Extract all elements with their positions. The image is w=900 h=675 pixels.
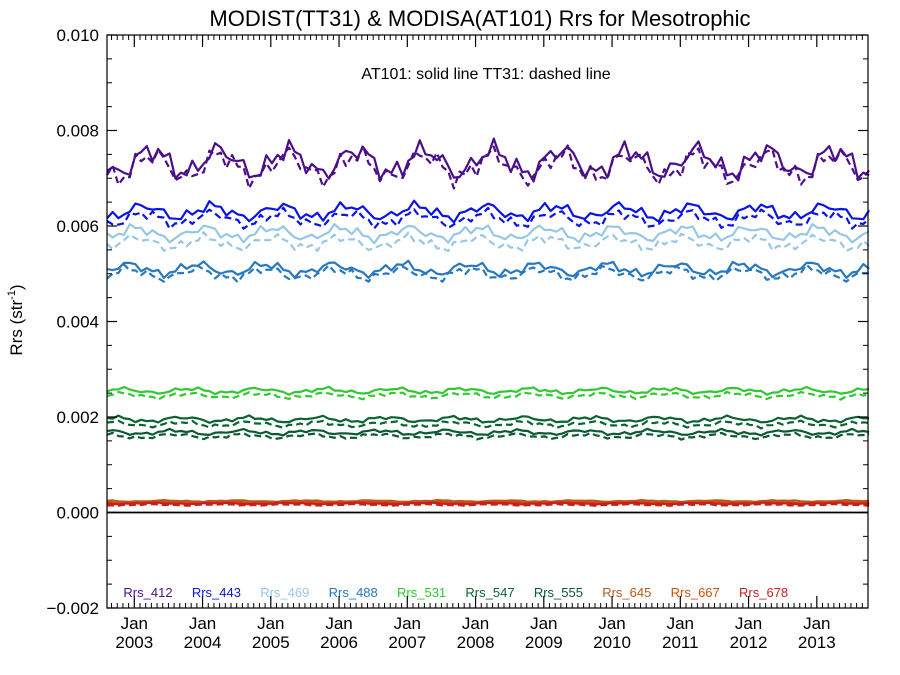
x-tick-month-label: Jan xyxy=(462,614,489,633)
plot-frame xyxy=(106,34,869,609)
legend-rrs-443: Rrs_443 xyxy=(192,585,241,600)
x-tick-year-label: 2010 xyxy=(593,633,631,652)
x-tick-month-label: Jan xyxy=(803,614,830,633)
y-tick-label: 0.006 xyxy=(56,217,99,236)
series-layer xyxy=(106,137,871,507)
series-rrs-678-solid-line xyxy=(106,501,870,506)
y-axis-label: Rrs (str-1) xyxy=(6,284,26,355)
y-tick-label: 0.000 xyxy=(56,504,99,523)
x-tick-month-label: Jan xyxy=(530,614,557,633)
legend-rrs-412: Rrs_412 xyxy=(123,585,172,600)
series-rrs-531-dashed-line xyxy=(106,390,870,401)
y-tick-label: 0.002 xyxy=(56,408,99,427)
x-tick-month-label: Jan xyxy=(121,614,148,633)
series-rrs-555-solid-line xyxy=(106,427,870,437)
x-tick-year-label: 2011 xyxy=(662,633,699,652)
axes: −0.0020.0000.0020.0040.0060.0080.010Jan2… xyxy=(47,26,869,652)
x-tick-month-label: Jan xyxy=(598,614,625,633)
series-rrs-488-dashed-line xyxy=(106,263,870,284)
legend: Rrs_412 Rrs_443 Rrs_469 Rrs_488 Rrs_531 Rrs_5… xyxy=(123,585,788,600)
series-rrs-469-dashed-line xyxy=(106,231,870,253)
x-tick-year-label: 2006 xyxy=(320,633,358,652)
x-tick-year-label: 2004 xyxy=(184,633,222,652)
series-rrs-443-dashed-line xyxy=(106,206,870,230)
series-rrs-469-solid-line xyxy=(106,222,870,245)
legend-rrs-667: Rrs_667 xyxy=(671,585,720,600)
legend-rrs-488: Rrs_488 xyxy=(329,585,378,600)
y-tick-label: −0.002 xyxy=(47,599,99,618)
x-tick-year-label: 2012 xyxy=(730,633,768,652)
chart-title: MODIST(TT31) & MODISA(AT101) Rrs for Mes… xyxy=(209,6,750,31)
legend-rrs-555: Rrs_555 xyxy=(534,585,583,600)
legend-rrs-678: Rrs_678 xyxy=(739,585,788,600)
y-tick-label: 0.008 xyxy=(56,122,99,141)
y-tick-label: 0.004 xyxy=(56,313,99,332)
series-rrs-412-dashed-line xyxy=(106,144,870,190)
legend-rrs-547: Rrs_547 xyxy=(465,585,514,600)
x-tick-year-label: 2003 xyxy=(115,633,153,652)
x-tick-year-label: 2008 xyxy=(457,633,495,652)
x-tick-month-label: Jan xyxy=(667,614,694,633)
x-tick-year-label: 2005 xyxy=(252,633,290,652)
x-tick-year-label: 2009 xyxy=(525,633,563,652)
series-rrs-443-solid-line xyxy=(106,199,871,224)
series-rrs-555-dashed-line xyxy=(106,431,870,441)
x-tick-month-label: Jan xyxy=(325,614,352,633)
series-rrs-488-solid-line xyxy=(106,259,870,279)
annotation-line-style: AT101: solid line TT31: dashed line xyxy=(361,66,610,83)
legend-rrs-645: Rrs_645 xyxy=(602,585,651,600)
x-tick-month-label: Jan xyxy=(189,614,216,633)
x-tick-month-label: Jan xyxy=(735,614,762,633)
x-tick-year-label: 2013 xyxy=(798,633,836,652)
series-rrs-547-solid-line xyxy=(106,414,870,425)
x-tick-year-label: 2007 xyxy=(388,633,426,652)
legend-rrs-469: Rrs_469 xyxy=(260,585,309,600)
y-tick-label: 0.010 xyxy=(56,26,99,45)
legend-rrs-531: Rrs_531 xyxy=(397,585,446,600)
series-rrs-678-dashed-line xyxy=(107,502,870,507)
x-tick-month-label: Jan xyxy=(394,614,421,633)
series-rrs-547-dashed-line xyxy=(106,419,870,430)
x-tick-month-label: Jan xyxy=(257,614,284,633)
series-rrs-412-solid-line xyxy=(106,137,870,183)
series-rrs-531-solid-line xyxy=(106,385,870,396)
